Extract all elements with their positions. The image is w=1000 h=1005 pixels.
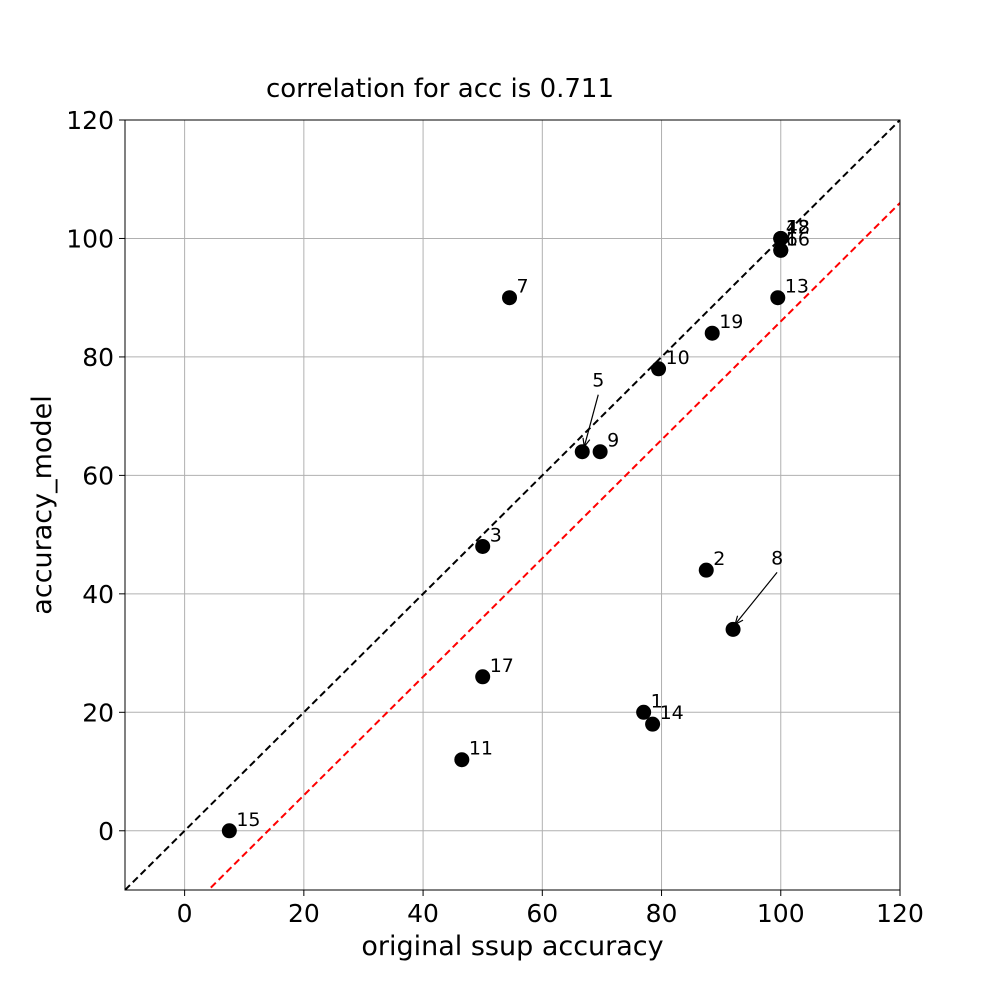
x-tick-label: 120 [876,899,924,928]
data-point-19 [704,325,720,341]
axis-ticks: 0 20 40 60 80 100 120 0 20 40 60 80 100 120 [66,106,924,928]
point-label-9: 9 [607,430,619,452]
data-point-5 [574,444,590,460]
point-label-8: 8 [771,547,783,569]
reference-lines [125,120,900,890]
point-label-1: 1 [651,690,663,712]
point-label-15: 15 [236,809,260,831]
identity-line [125,120,900,890]
data-point-3 [475,538,491,554]
data-point-8 [725,621,741,637]
point-label-3: 3 [490,524,502,546]
y-tick-label: 80 [82,343,114,372]
point-label-13: 13 [785,276,809,298]
x-tick-label: 80 [646,899,678,928]
data-point-9 [592,444,608,460]
y-tick-label: 100 [66,224,114,253]
data-point-11 [454,752,470,768]
chart-title: correlation for acc is 0.711 [266,74,614,104]
data-point-7 [502,290,518,306]
offset-line [207,202,900,890]
arrow-line-5 [583,394,599,447]
point-label-6: 6 [786,228,798,250]
x-tick-label: 60 [526,899,558,928]
data-point-13 [770,290,786,306]
y-tick-label: 60 [82,461,114,490]
x-tick-label: 20 [288,899,320,928]
point-label-19: 19 [719,311,743,333]
arrow-line-8 [734,572,778,625]
y-tick-label: 0 [98,817,114,846]
point-label-2: 2 [713,548,725,570]
point-label-5: 5 [592,370,604,392]
x-tick-label: 0 [177,899,193,928]
data-point-17 [475,669,491,685]
data-point-10 [651,361,667,377]
point-label-16: 16 [786,228,810,250]
point-label-12: 12 [786,216,810,238]
y-tick-label: 40 [82,580,114,609]
x-axis-label: original ssup accuracy [361,931,663,962]
point-label-11: 11 [469,738,493,760]
data-point-14 [645,716,661,732]
point-label-18: 18 [786,216,810,238]
point-label-14: 14 [660,702,684,724]
point-label-17: 17 [490,655,514,677]
point-label-10: 10 [666,347,690,369]
x-tick-label: 40 [407,899,439,928]
point-label-4: 4 [786,216,798,238]
data-point-18 [773,230,789,246]
data-point-2 [698,562,714,578]
point-label-7: 7 [517,276,529,298]
y-axis-label: accuracy_model [27,395,58,614]
data-point-16 [773,242,789,258]
plot-area-frame [124,119,901,891]
data-points [221,230,789,839]
data-point-15 [221,823,237,839]
data-point-1 [636,704,652,720]
x-tick-label: 100 [757,899,805,928]
y-tick-label: 20 [82,698,114,727]
y-tick-label: 120 [66,106,114,135]
